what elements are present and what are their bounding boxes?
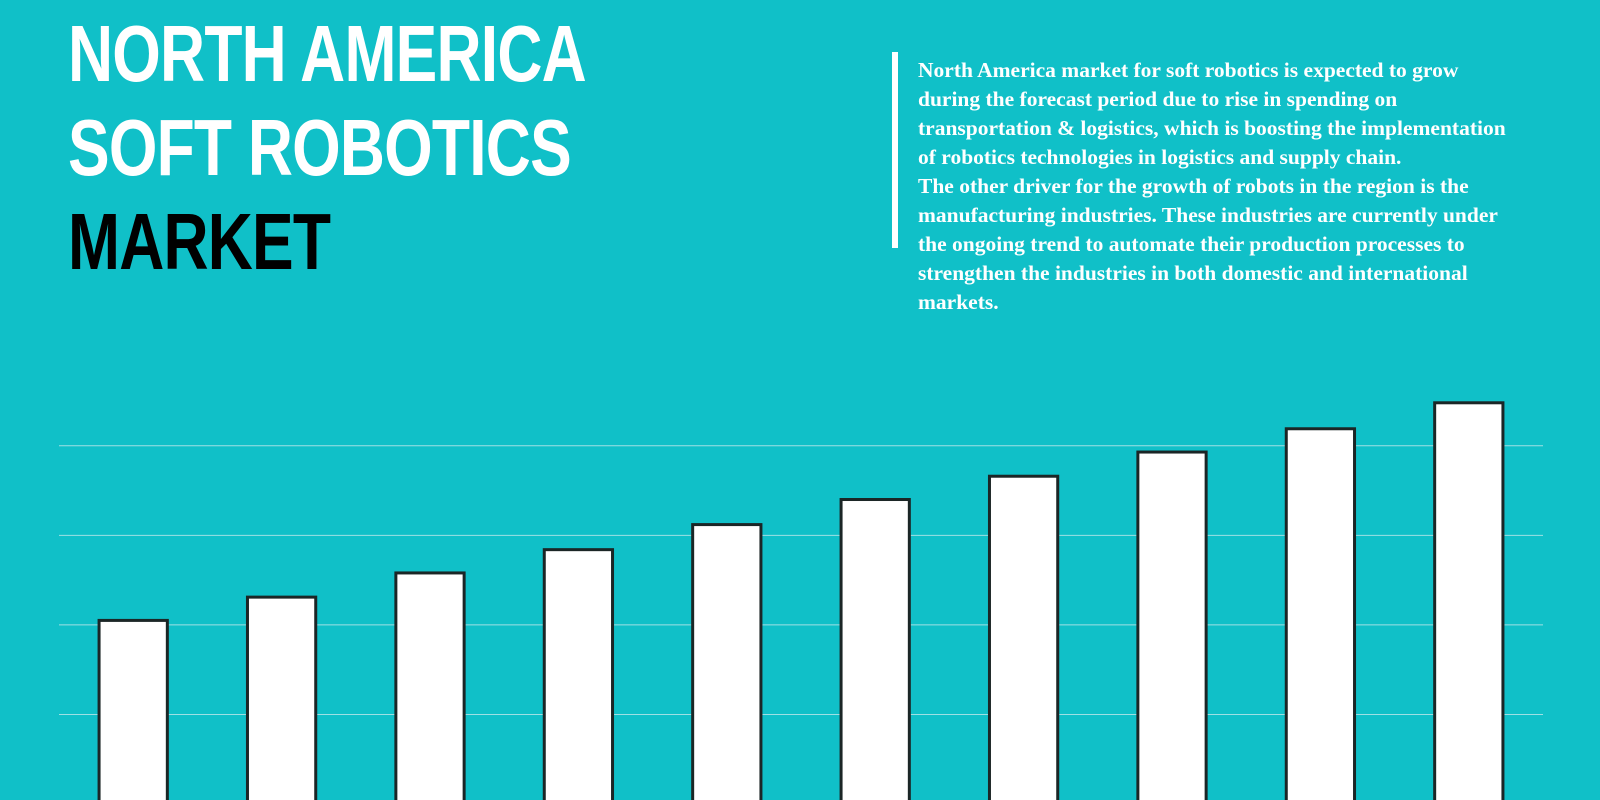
bar <box>1433 401 1505 800</box>
paragraph: North America market for soft robotics i… <box>918 58 1506 169</box>
bar <box>245 595 318 800</box>
bar <box>542 548 615 800</box>
bar <box>1284 427 1357 800</box>
title-line: SOFT ROBOTICS <box>68 103 572 192</box>
bar <box>691 523 763 800</box>
description: North America market for soft robotics i… <box>918 56 1518 317</box>
title-line: NORTH AMERICA <box>68 9 587 98</box>
bar <box>394 571 466 800</box>
paragraph: The other driver for the growth of robot… <box>918 174 1498 314</box>
accent-bar <box>892 52 898 248</box>
bar <box>839 498 911 800</box>
bar <box>1136 450 1208 800</box>
title-line: MARKET <box>68 197 331 286</box>
bar <box>987 474 1060 800</box>
bar <box>97 618 169 800</box>
